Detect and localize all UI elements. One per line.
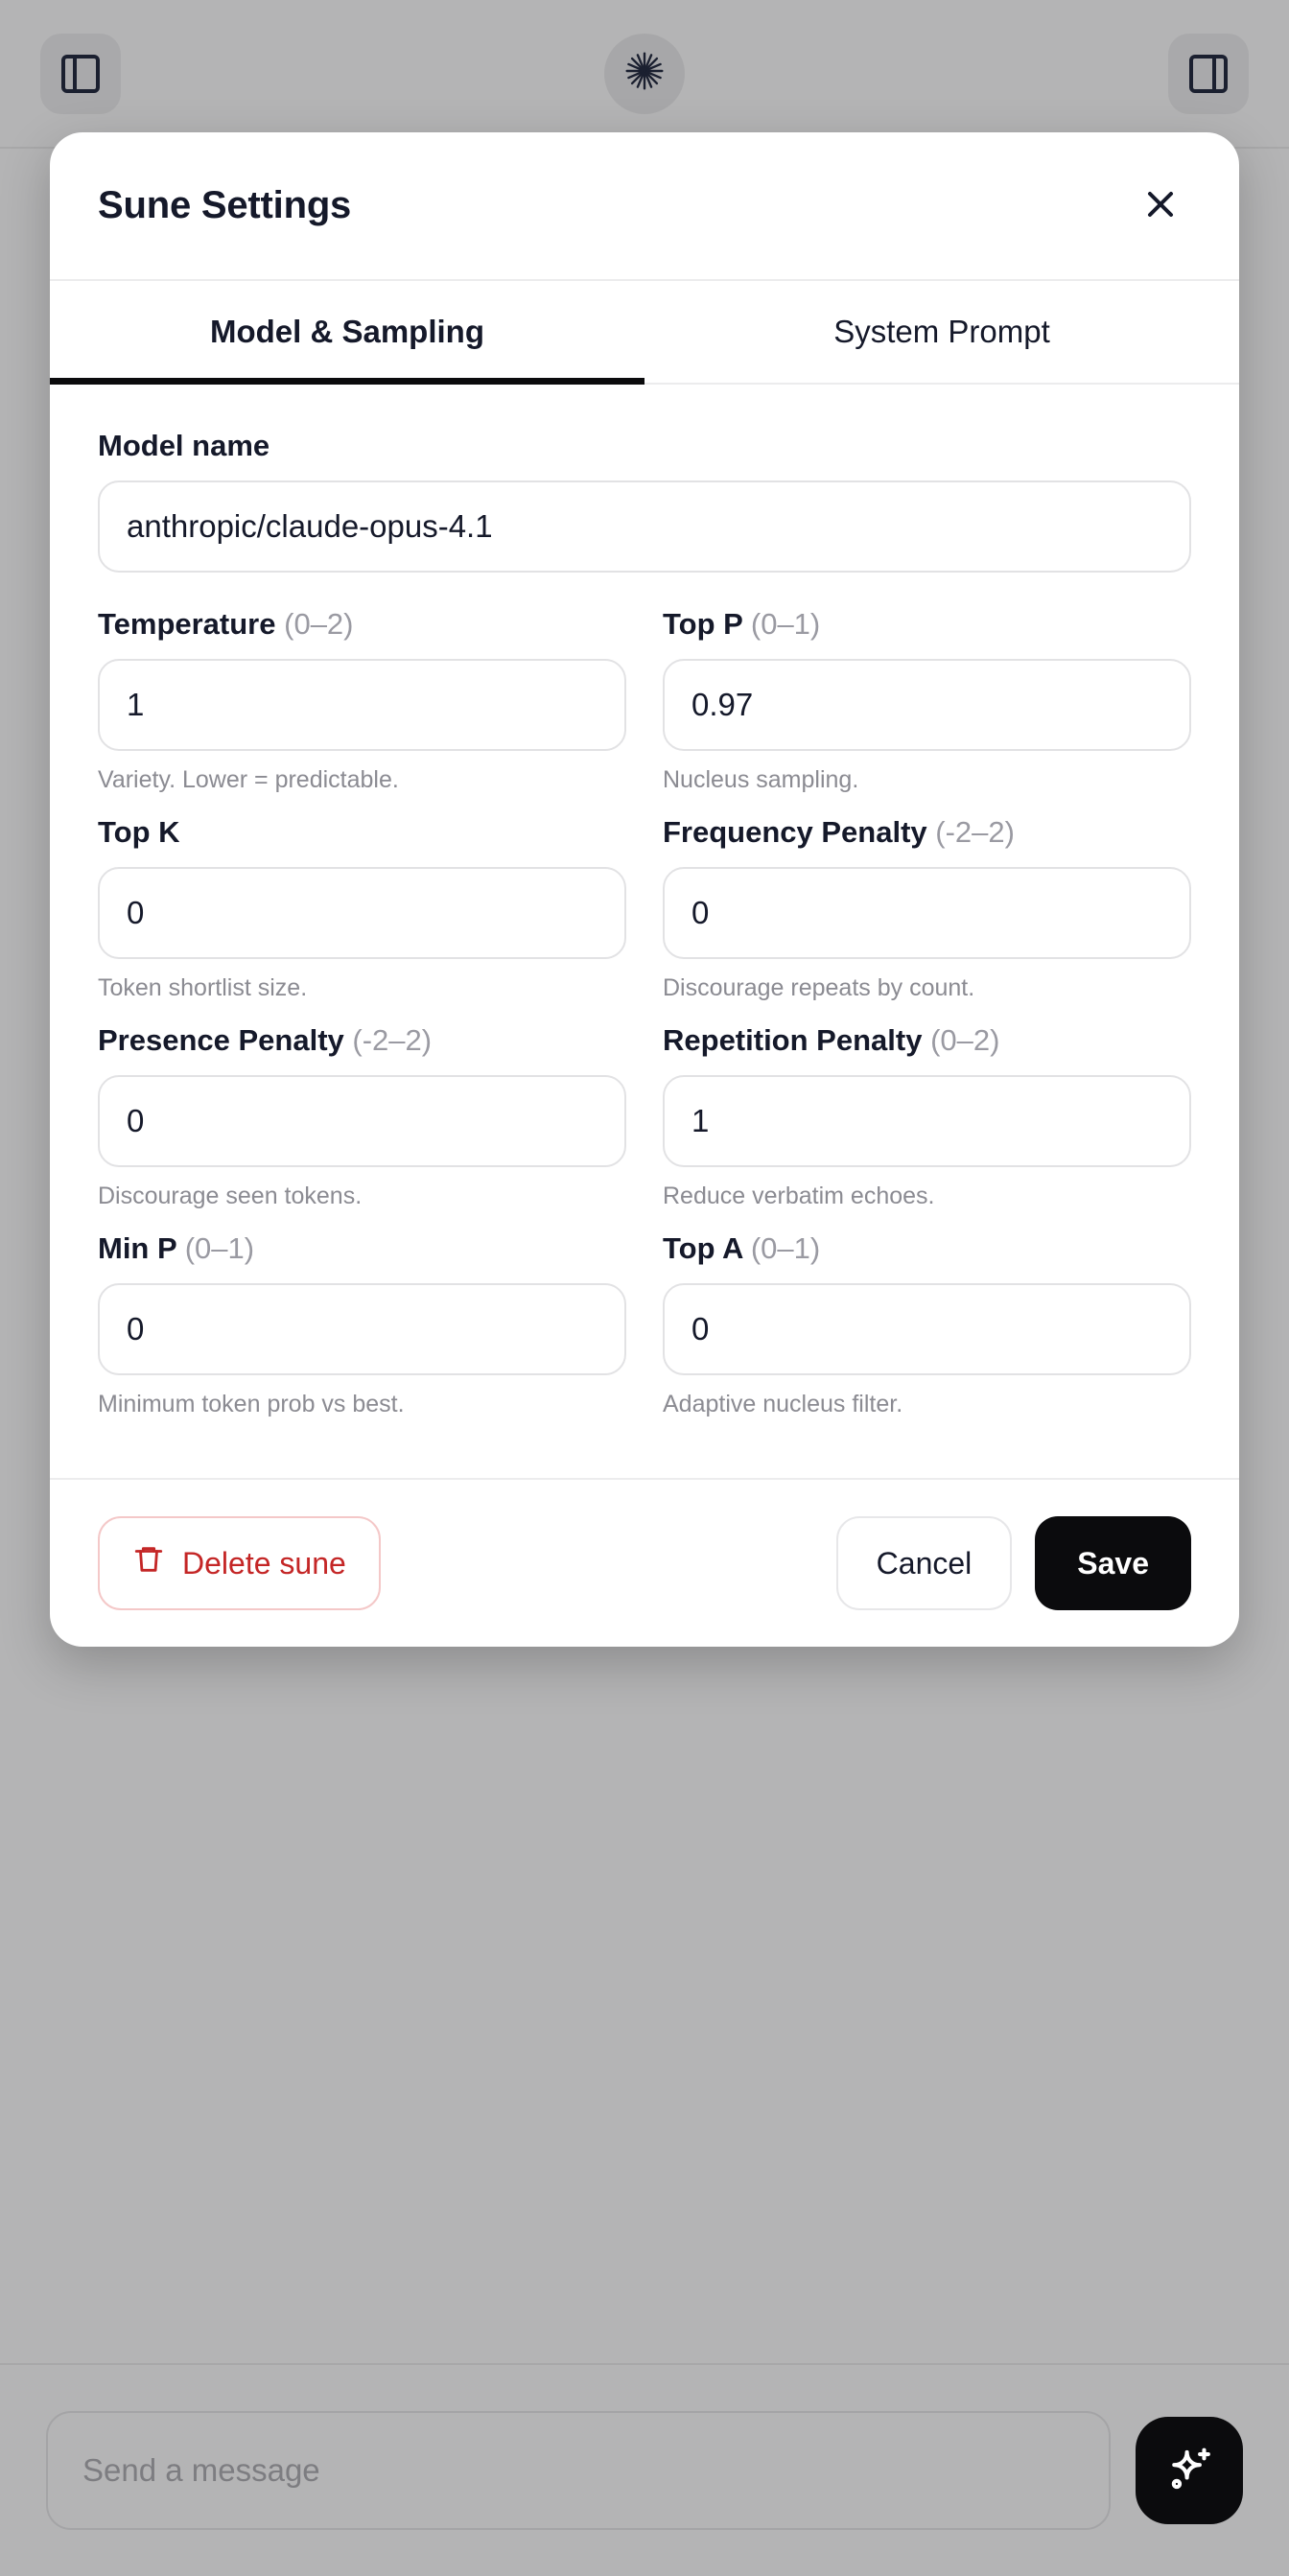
field-row: Top K Token shortlist size. Frequency Pe… (98, 815, 1191, 1002)
field-label-text: Frequency Penalty (663, 815, 927, 849)
field-label-text: Top P (663, 607, 743, 641)
min-p-input[interactable] (98, 1283, 626, 1375)
panel-left-icon (58, 51, 104, 97)
field-label-text: Temperature (98, 607, 276, 641)
field-range-text: (0–1) (750, 607, 821, 641)
temperature-hint: Variety. Lower = predictable. (98, 766, 399, 793)
frequency-penalty-input[interactable] (663, 867, 1191, 959)
save-button[interactable]: Save (1035, 1516, 1191, 1610)
presence-penalty-label: Presence Penalty (-2–2) (98, 1023, 626, 1058)
sparkles-icon (1161, 2442, 1217, 2500)
dialog-title: Sune Settings (98, 184, 352, 226)
composer-bar (0, 2363, 1289, 2576)
field-label-text: Repetition Penalty (663, 1023, 923, 1057)
dialog-body: Model name Temperature (0–2) Variety. Lo… (50, 385, 1239, 1478)
model-name-field-group: Model name (98, 429, 1191, 573)
top-p-field-group: Top P (0–1) Nucleus sampling. (663, 607, 1191, 794)
brand-logo[interactable] (604, 33, 685, 114)
field-label-text: Presence Penalty (98, 1023, 344, 1057)
top-p-label: Top P (0–1) (663, 607, 1191, 642)
repetition-penalty-input[interactable] (663, 1075, 1191, 1167)
presence-penalty-hint: Discourage seen tokens. (98, 1183, 363, 1209)
field-range-text: (0–1) (184, 1231, 255, 1265)
top-k-label: Top K (98, 815, 626, 850)
top-p-hint: Nucleus sampling. (663, 766, 859, 793)
top-k-field-group: Top K Token shortlist size. (98, 815, 626, 1002)
model-name-label: Model name (98, 429, 270, 462)
field-range-text: (0–2) (284, 607, 354, 641)
temperature-label: Temperature (0–2) (98, 607, 626, 642)
repetition-penalty-hint: Reduce verbatim echoes. (663, 1183, 935, 1209)
temperature-field-group: Temperature (0–2) Variety. Lower = predi… (98, 607, 626, 794)
model-name-input[interactable] (98, 480, 1191, 573)
top-k-input[interactable] (98, 867, 626, 959)
frequency-penalty-field-group: Frequency Penalty (-2–2) Discourage repe… (663, 815, 1191, 1002)
tab-model-and-sampling[interactable]: Model & Sampling (50, 281, 644, 385)
delete-sune-button[interactable]: Delete sune (98, 1516, 381, 1610)
top-a-label: Top A (0–1) (663, 1231, 1191, 1266)
top-bar (0, 0, 1289, 149)
dialog-footer: Delete sune Cancel Save (50, 1478, 1239, 1647)
top-p-input[interactable] (663, 659, 1191, 751)
close-dialog-button[interactable] (1130, 176, 1191, 237)
sune-settings-dialog: Sune Settings Model & Sampling System Pr… (50, 132, 1239, 1647)
field-range-text: (0–1) (750, 1231, 821, 1265)
panel-right-icon (1185, 51, 1231, 97)
temperature-input[interactable] (98, 659, 626, 751)
field-range-text: (-2–2) (352, 1023, 433, 1057)
repetition-penalty-field-group: Repetition Penalty (0–2) Reduce verbatim… (663, 1023, 1191, 1210)
dialog-tab-bar: Model & Sampling System Prompt (50, 281, 1239, 385)
presence-penalty-input[interactable] (98, 1075, 626, 1167)
field-row: Min P (0–1) Minimum token prob vs best. … (98, 1231, 1191, 1418)
field-row: Presence Penalty (-2–2) Discourage seen … (98, 1023, 1191, 1210)
right-sidebar-toggle-button[interactable] (1168, 33, 1249, 114)
field-row: Temperature (0–2) Variety. Lower = predi… (98, 607, 1191, 794)
tab-system-prompt[interactable]: System Prompt (644, 281, 1239, 383)
top-a-input[interactable] (663, 1283, 1191, 1375)
frequency-penalty-hint: Discourage repeats by count. (663, 974, 975, 1001)
cancel-button[interactable]: Cancel (835, 1516, 1013, 1610)
field-label-text: Min P (98, 1231, 177, 1265)
send-message-button[interactable] (1136, 2417, 1243, 2524)
delete-sune-label: Delete sune (182, 1545, 346, 1581)
min-p-hint: Minimum token prob vs best. (98, 1391, 405, 1417)
left-sidebar-toggle-button[interactable] (40, 33, 121, 114)
presence-penalty-field-group: Presence Penalty (-2–2) Discourage seen … (98, 1023, 626, 1210)
dialog-header: Sune Settings (50, 132, 1239, 281)
trash-icon (132, 1543, 165, 1583)
close-icon (1139, 183, 1182, 228)
repetition-penalty-label: Repetition Penalty (0–2) (663, 1023, 1191, 1058)
field-label-text: Top A (663, 1231, 743, 1265)
sunburst-logo-icon (623, 50, 666, 97)
field-range-text: (0–2) (930, 1023, 1000, 1057)
frequency-penalty-label: Frequency Penalty (-2–2) (663, 815, 1191, 850)
top-k-hint: Token shortlist size. (98, 974, 308, 1001)
message-input[interactable] (46, 2411, 1111, 2530)
min-p-label: Min P (0–1) (98, 1231, 626, 1266)
footer-actions: Cancel Save (835, 1516, 1191, 1610)
top-a-hint: Adaptive nucleus filter. (663, 1391, 903, 1417)
field-label-text: Top K (98, 815, 180, 849)
field-range-text: (-2–2) (935, 815, 1015, 849)
min-p-field-group: Min P (0–1) Minimum token prob vs best. (98, 1231, 626, 1418)
top-a-field-group: Top A (0–1) Adaptive nucleus filter. (663, 1231, 1191, 1418)
